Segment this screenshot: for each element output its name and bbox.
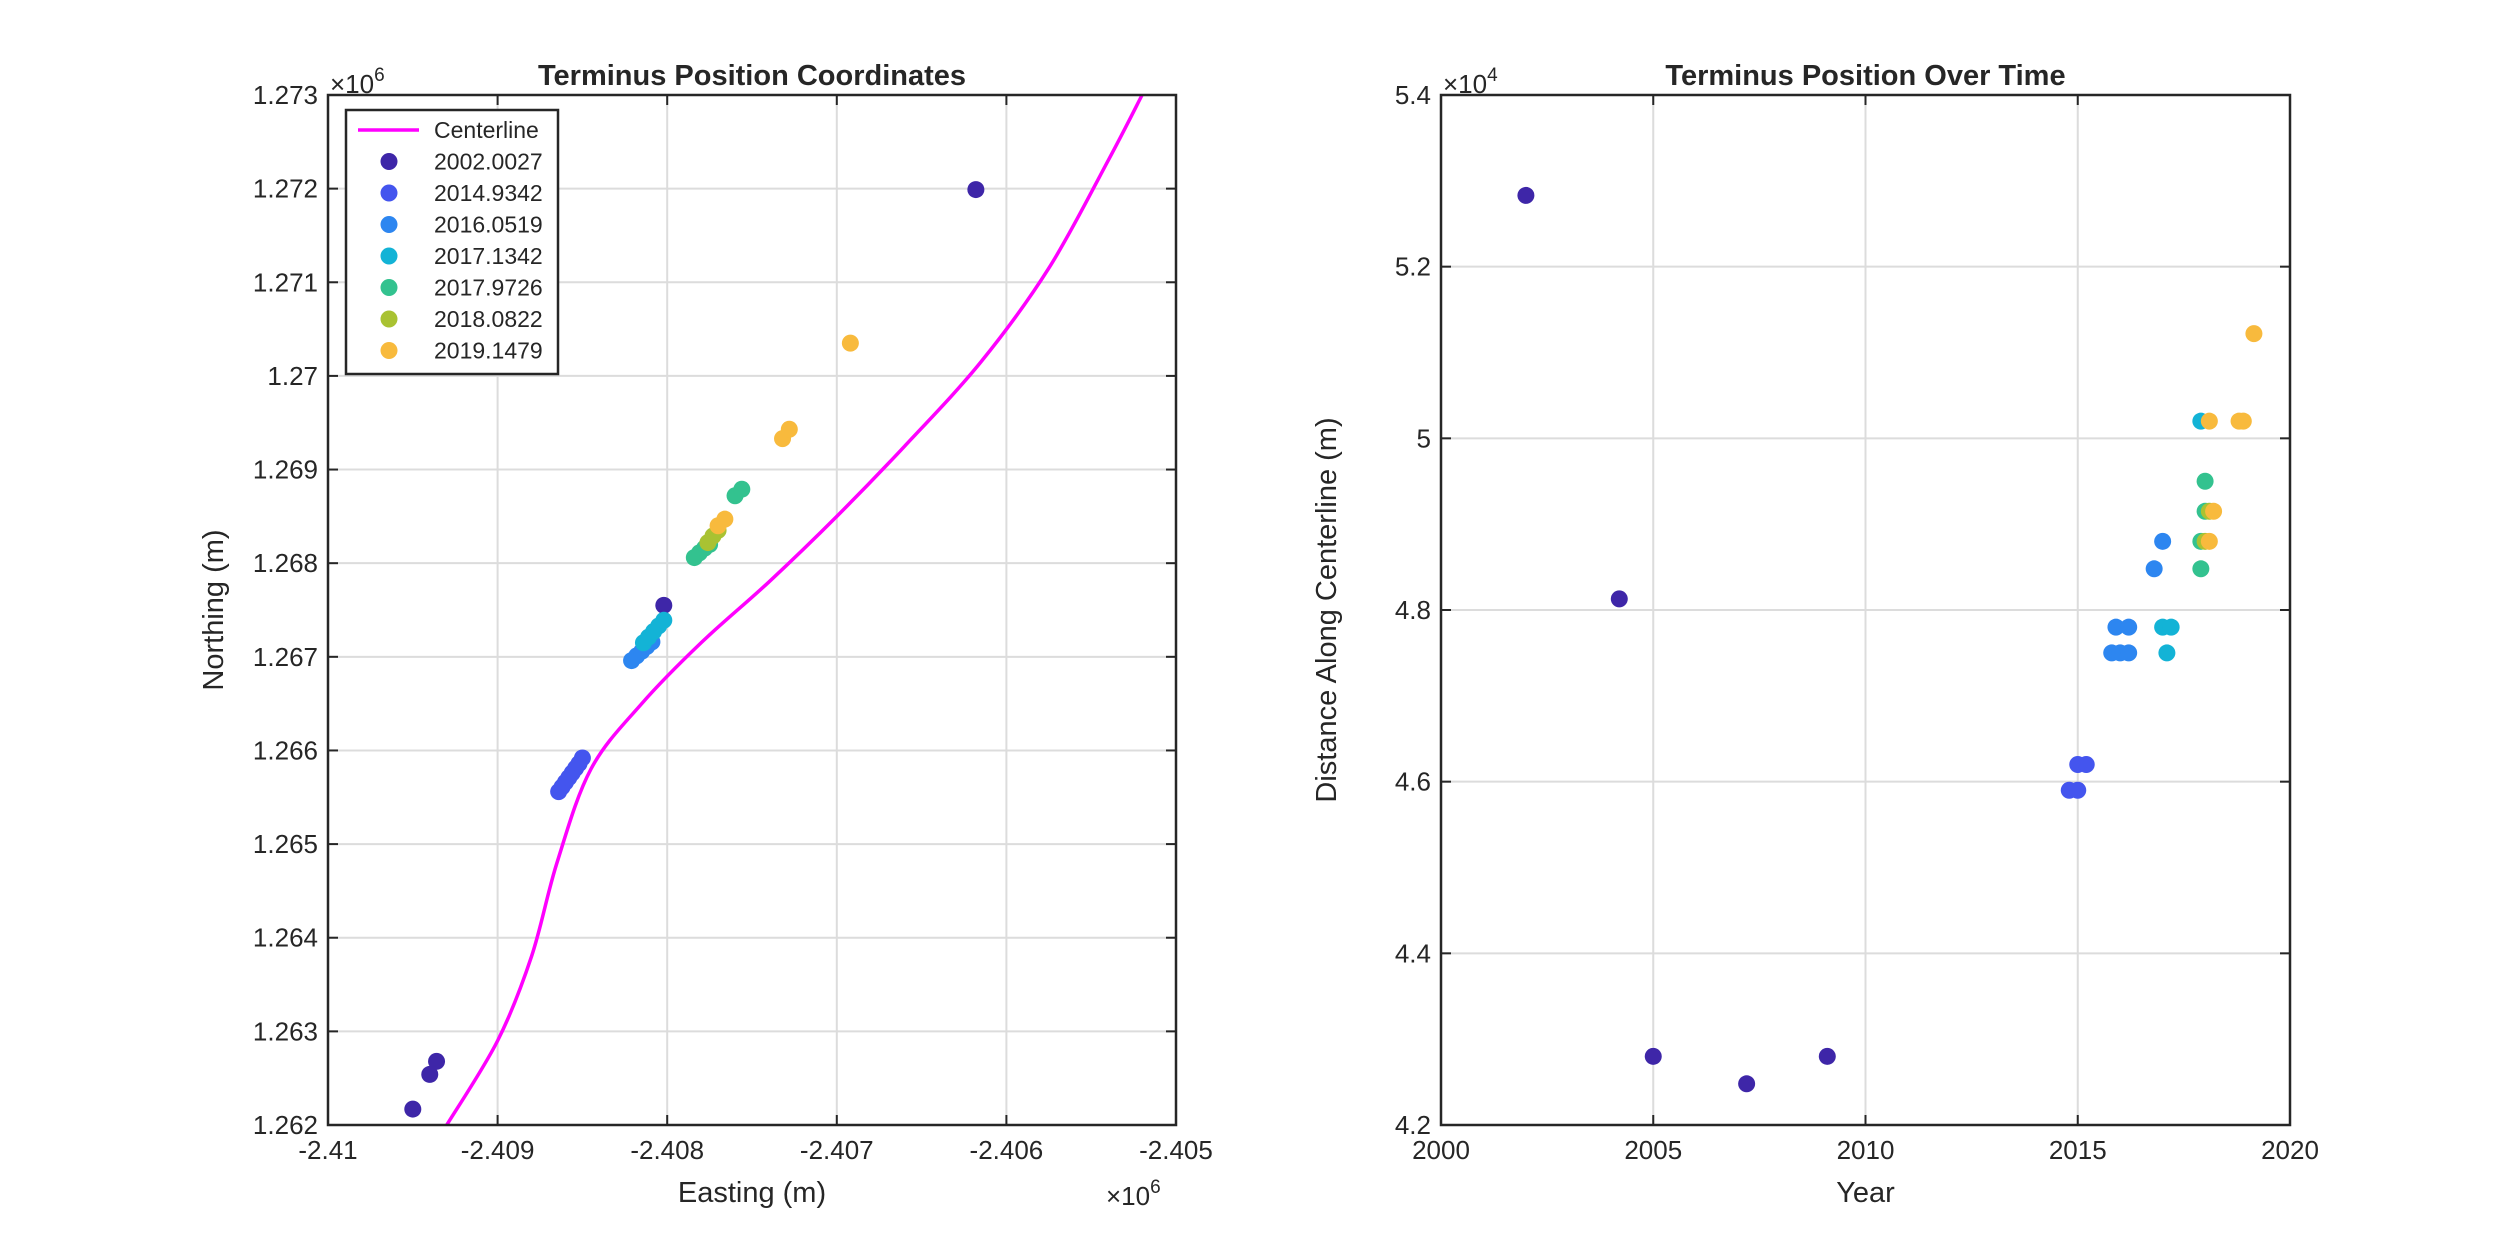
y-tick-label: 5: [1417, 423, 1431, 453]
data-point: [2200, 532, 2218, 550]
data-point: [2158, 644, 2176, 662]
x-tick-label: -2.409: [461, 1135, 535, 1165]
plot-terminus-over-time: 2000 2005 2010 2015 2020 4.2 4.4 4.6 4.8 5 5.2 5.4 T…: [1311, 60, 2319, 1209]
legend-entry-label: 2016.0519: [434, 212, 543, 238]
y-exponent-base: ×10: [1443, 69, 1487, 99]
legend-entry-label: 2014.9342: [434, 180, 543, 206]
x-tick-label: 2000: [1412, 1135, 1470, 1165]
data-point: [780, 420, 798, 438]
data-point: [2162, 618, 2180, 636]
y-tick-label: 1.264: [253, 923, 318, 953]
data-point: [421, 1065, 439, 1083]
y-tick-label: 1.265: [253, 829, 318, 859]
data-point: [1738, 1075, 1756, 1093]
y-axis-label: Northing (m): [198, 529, 230, 690]
data-point: [1517, 186, 1535, 204]
legend-entry-label: 2017.9726: [434, 275, 543, 301]
data-point: [655, 611, 673, 629]
data-point: [2196, 472, 2214, 490]
data-point: [2120, 618, 2138, 636]
x-tick-label: -2.406: [970, 1135, 1044, 1165]
y-tick-label: 1.268: [253, 548, 318, 578]
legend-dot-swatch: [380, 342, 398, 359]
x-exponent-base: ×10: [1106, 1181, 1150, 1211]
data-point: [2234, 412, 2252, 430]
x-tick-label: -2.408: [630, 1135, 704, 1165]
data-point: [841, 334, 859, 352]
axes-frame: [326, 93, 1178, 1127]
y-tick-label: 1.262: [253, 1110, 318, 1140]
legend-dot-swatch: [380, 247, 398, 265]
legend-entry-label: 2019.1479: [434, 338, 543, 364]
legend-entry-label: Centerline: [434, 117, 539, 143]
data-point: [716, 510, 734, 528]
x-exponent-label: ×106: [1106, 1177, 1161, 1211]
data-point: [2205, 502, 2223, 520]
y-exponent-base: ×10: [330, 69, 374, 99]
y-tick-label: 1.267: [253, 642, 318, 672]
data-point: [2107, 618, 2125, 636]
y-tick-label: 1.266: [253, 735, 318, 765]
legend-entry-label: 2018.0822: [434, 306, 543, 332]
y-tick-label: 4.2: [1395, 1110, 1431, 1140]
y-tick-label: 4.8: [1395, 595, 1431, 625]
data-point: [2245, 325, 2263, 343]
data-point: [2077, 756, 2095, 773]
legend-entry-label: 2002.0027: [434, 149, 543, 175]
data-point: [2154, 532, 2172, 550]
y-exponent-power: 6: [374, 65, 385, 86]
legend-dot-swatch: [380, 310, 398, 328]
centerline-series: [445, 94, 1144, 1126]
y-tick-label: 1.27: [267, 361, 318, 391]
x-tick-label: -2.405: [1139, 1135, 1213, 1165]
y-tick-label: 5.4: [1395, 80, 1431, 110]
data-point: [573, 749, 591, 767]
data-point: [2192, 560, 2210, 578]
legend-dot-swatch: [380, 153, 398, 170]
x-axis-label: Year: [1836, 1177, 1895, 1209]
data-point: [2200, 412, 2218, 430]
legend-entry-label: 2017.1342: [434, 243, 543, 269]
data-point: [404, 1100, 422, 1118]
y-tick-label: 1.273: [253, 80, 318, 110]
x-tick-label: 2020: [2261, 1135, 2319, 1165]
y-exponent-label: ×104: [1443, 65, 1498, 99]
y-tick-label: 4.4: [1395, 938, 1431, 968]
x-tick-label: -2.407: [800, 1135, 874, 1165]
data-point: [2145, 560, 2163, 578]
y-tick-label: 4.6: [1395, 767, 1431, 797]
y-tick-label: 1.271: [253, 267, 318, 297]
chart-title: Terminus Position Coordinates: [538, 60, 966, 92]
data-point: [1818, 1047, 1836, 1065]
x-tick-label: 2015: [2049, 1135, 2107, 1165]
y-exponent-label: ×106: [330, 65, 385, 99]
x-tick-label: 2005: [1624, 1135, 1682, 1165]
y-tick-label: 1.263: [253, 1016, 318, 1046]
y-tick-label: 5.2: [1395, 252, 1431, 282]
data-point: [428, 1052, 446, 1070]
x-axis-label: Easting (m): [678, 1177, 826, 1209]
y-tick-label: 1.269: [253, 455, 318, 485]
legend-dot-swatch: [380, 184, 398, 202]
data-point: [1644, 1047, 1662, 1065]
legend-dot-swatch: [380, 216, 398, 233]
data-point: [655, 596, 673, 614]
x-tick-label: -2.41: [298, 1135, 357, 1165]
y-exponent-power: 4: [1487, 65, 1498, 86]
legend-box: [344, 108, 560, 376]
x-exponent-power: 6: [1150, 1177, 1161, 1198]
plot-terminus-coordinates: -2.41 -2.409 -2.408 -2.407 -2.406 -2.405 1.262…: [198, 60, 1213, 1211]
chart-title: Terminus Position Over Time: [1665, 60, 2065, 92]
data-point: [1610, 590, 1628, 608]
x-tick-label: 2010: [1837, 1135, 1895, 1165]
legend: Centerline 2002.0027 2014.9342 2016.0519 201…: [344, 108, 560, 376]
legend-dot-swatch: [380, 279, 398, 296]
data-point: [967, 181, 985, 199]
data-point: [2069, 781, 2087, 799]
y-tick-label: 1.272: [253, 174, 318, 204]
data-point: [733, 480, 751, 498]
y-axis-label: Distance Along Centerline (m): [1311, 417, 1343, 802]
data-point: [2120, 644, 2138, 662]
